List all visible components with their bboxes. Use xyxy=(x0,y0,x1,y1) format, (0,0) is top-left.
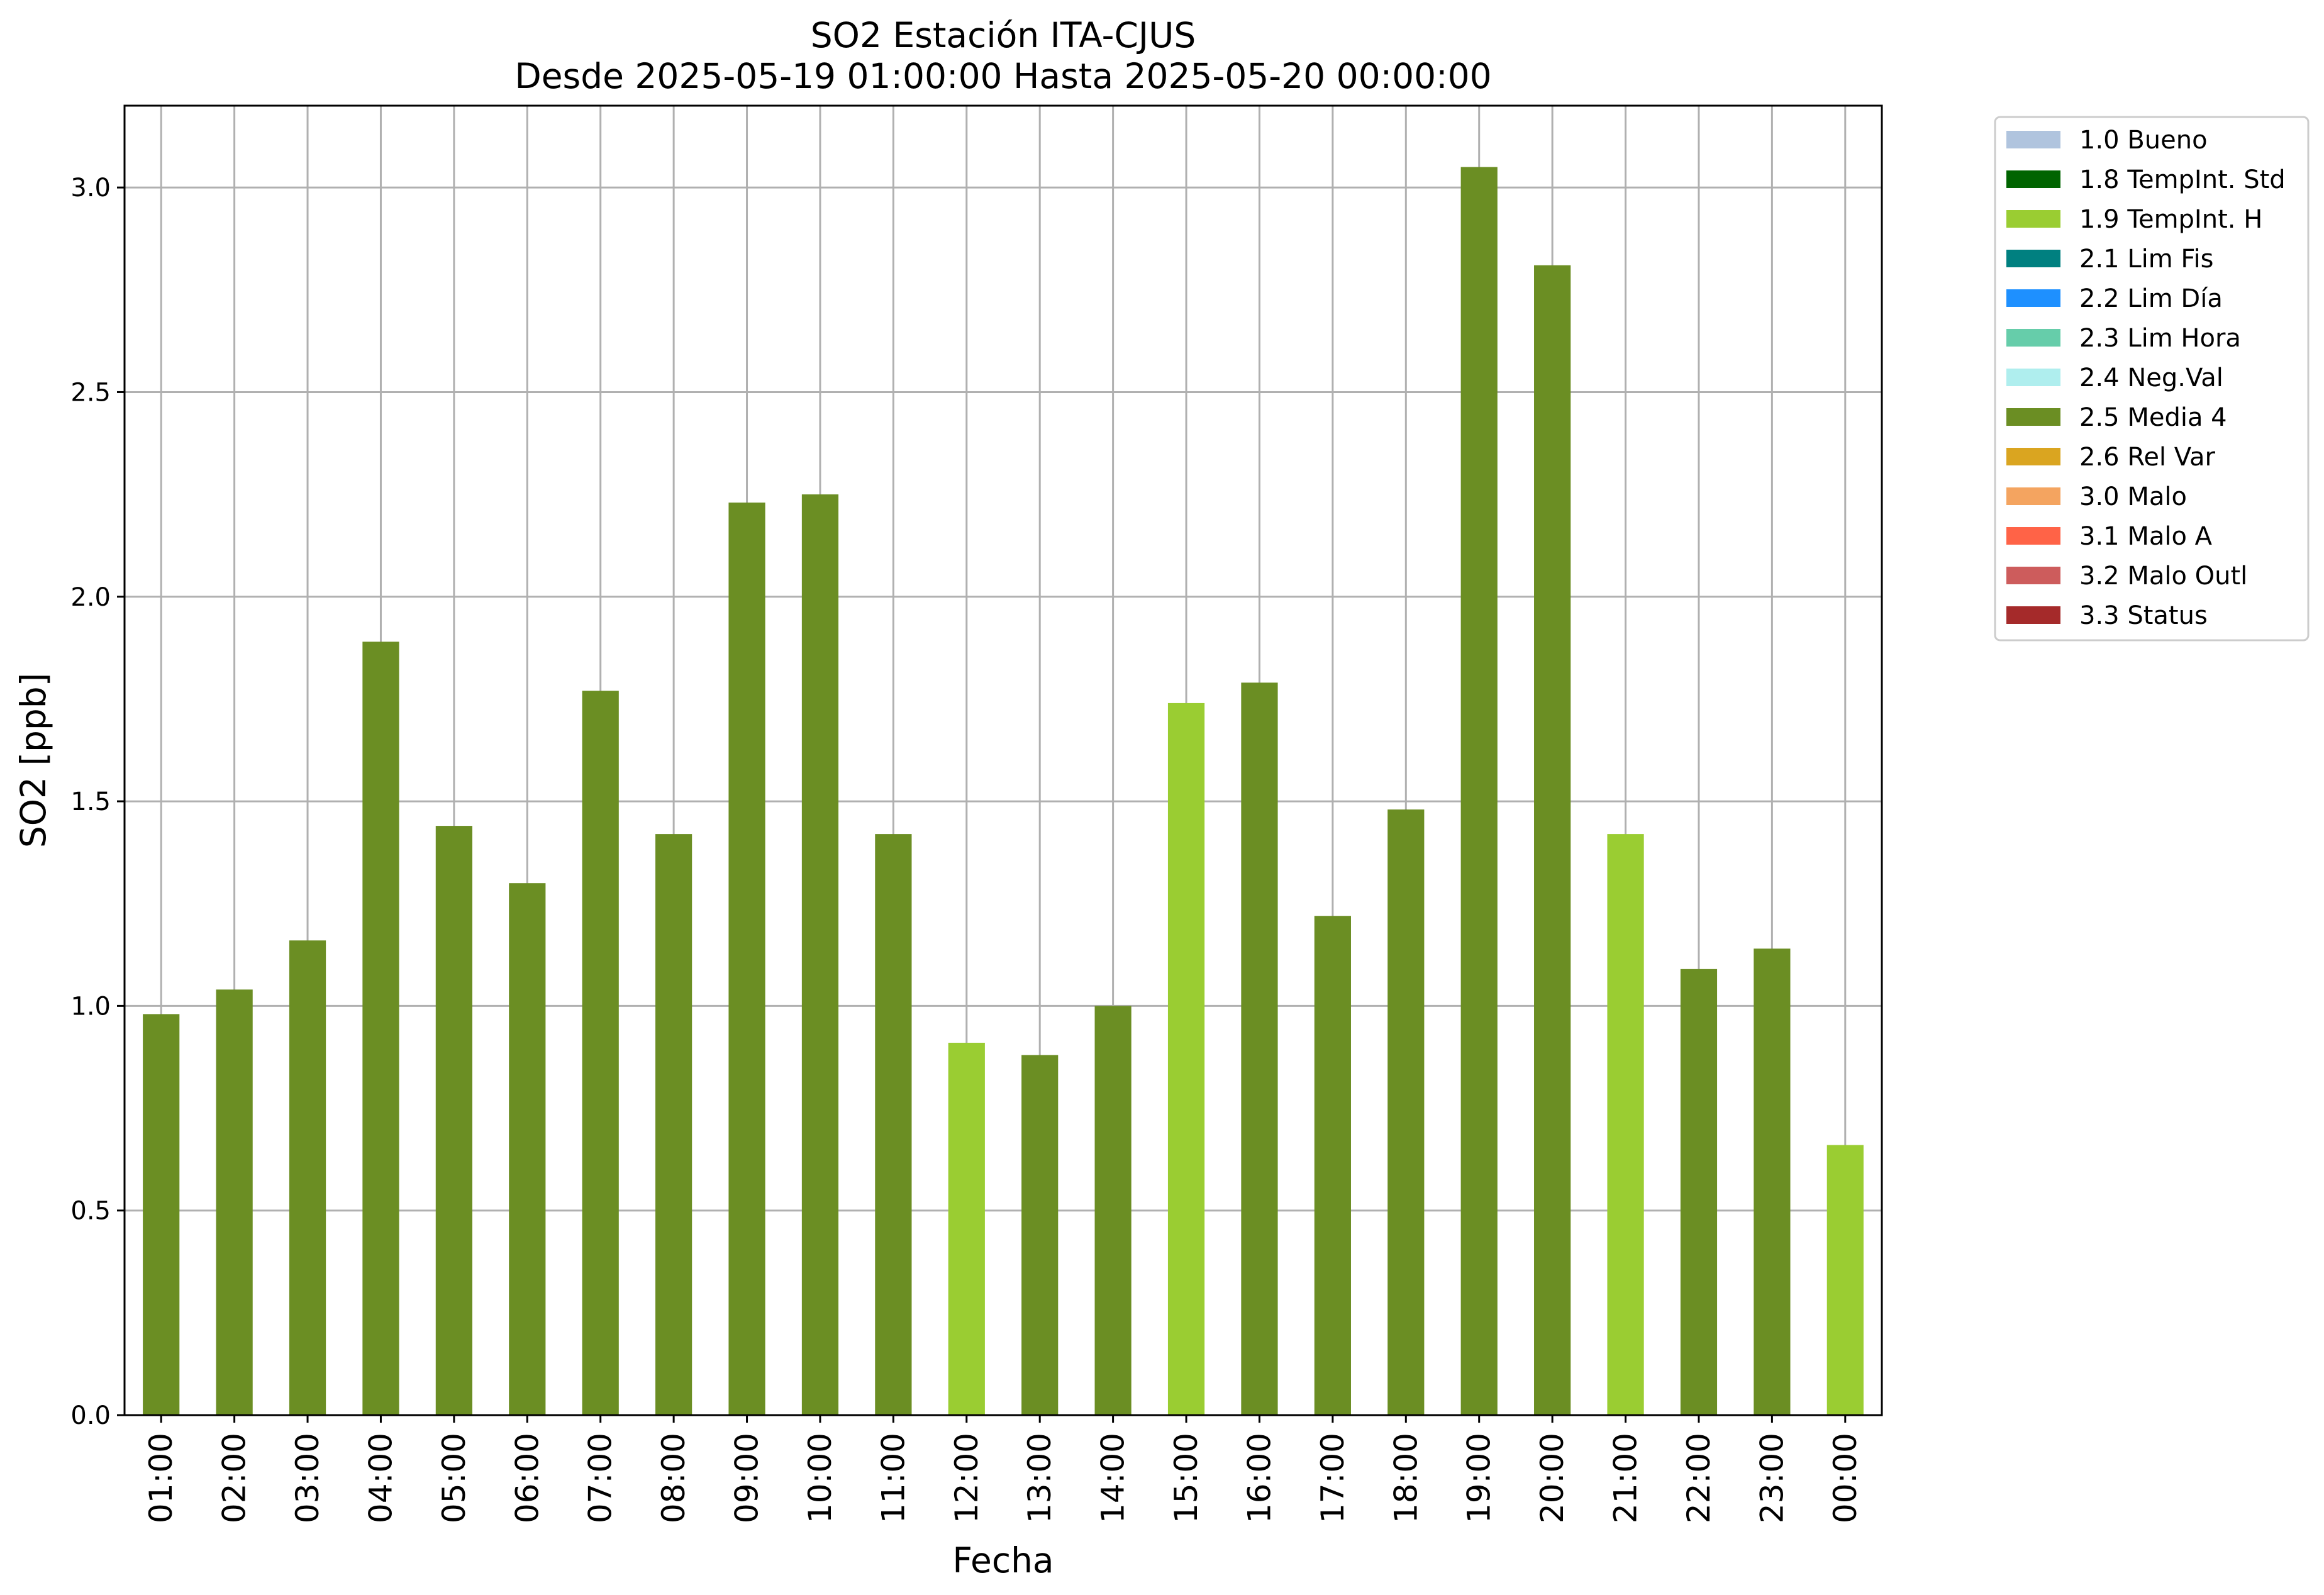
x-tick-label: 09:00 xyxy=(729,1433,765,1523)
x-axis-label: Fecha xyxy=(952,1540,1054,1581)
legend-swatch xyxy=(2006,131,2060,148)
legend-label: 2.6 Rel Var xyxy=(2079,443,2216,472)
x-tick-label: 02:00 xyxy=(216,1433,253,1523)
bar xyxy=(289,940,326,1415)
bar xyxy=(1607,834,1644,1415)
bar xyxy=(875,834,912,1415)
legend-label: 3.0 Malo xyxy=(2079,482,2187,511)
x-tick-label: 00:00 xyxy=(1827,1433,1864,1523)
legend-label: 3.3 Status xyxy=(2079,601,2208,630)
legend-label: 1.8 TempInt. Std xyxy=(2079,165,2286,194)
bar xyxy=(1387,809,1425,1415)
bar xyxy=(1314,916,1351,1415)
bar xyxy=(728,503,765,1416)
x-tick-label: 08:00 xyxy=(655,1433,692,1523)
bar xyxy=(582,691,619,1415)
legend-swatch xyxy=(2006,369,2060,386)
legend-label: 2.2 Lim Día xyxy=(2079,284,2223,313)
bar xyxy=(1241,682,1278,1415)
bar xyxy=(1460,167,1498,1415)
x-tick-label: 15:00 xyxy=(1168,1433,1204,1523)
legend-label: 2.4 Neg.Val xyxy=(2079,364,2223,392)
x-tick-label: 14:00 xyxy=(1095,1433,1131,1523)
legend-swatch xyxy=(2006,170,2060,188)
bar xyxy=(362,642,399,1415)
x-tick-label: 07:00 xyxy=(582,1433,619,1523)
bar xyxy=(1167,703,1205,1415)
bar xyxy=(655,834,692,1415)
x-tick-label: 20:00 xyxy=(1534,1433,1571,1523)
x-tick-label: 21:00 xyxy=(1608,1433,1644,1523)
legend-swatch xyxy=(2006,606,2060,624)
x-tick-label: 16:00 xyxy=(1241,1433,1277,1523)
y-tick-label: 0.5 xyxy=(70,1197,111,1226)
y-tick-label: 0.0 xyxy=(70,1401,111,1430)
x-tick-label: 17:00 xyxy=(1315,1433,1351,1523)
legend-swatch xyxy=(2006,487,2060,505)
legend-swatch xyxy=(2006,408,2060,426)
legend-swatch xyxy=(2006,527,2060,545)
bar xyxy=(1826,1145,1864,1415)
x-tick-label: 03:00 xyxy=(289,1433,326,1523)
bar xyxy=(1021,1055,1059,1415)
plot-frame xyxy=(123,104,1883,1416)
y-tick-label: 2.0 xyxy=(70,583,111,612)
x-tick-label: 12:00 xyxy=(948,1433,985,1523)
legend-label: 3.1 Malo A xyxy=(2079,522,2213,551)
y-tick-label: 3.0 xyxy=(70,174,111,203)
x-tick-label: 10:00 xyxy=(802,1433,838,1523)
legend-label: 2.5 Media 4 xyxy=(2079,403,2227,432)
legend-swatch xyxy=(2006,210,2060,228)
bar xyxy=(435,826,472,1415)
x-tick-label: 22:00 xyxy=(1681,1433,1717,1523)
y-tick-label: 1.0 xyxy=(70,992,111,1021)
bar xyxy=(948,1042,985,1415)
legend-label: 2.3 Lim Hora xyxy=(2079,324,2241,353)
x-tick-label: 05:00 xyxy=(436,1433,472,1523)
bar xyxy=(801,494,839,1415)
bar xyxy=(509,883,546,1415)
legend-label: 1.9 TempInt. H xyxy=(2079,205,2262,234)
legend-label: 1.0 Bueno xyxy=(2079,126,2208,155)
bar xyxy=(143,1014,180,1415)
y-tick-label: 1.5 xyxy=(70,787,111,816)
x-tick-label: 23:00 xyxy=(1754,1433,1790,1523)
legend-swatch xyxy=(2006,567,2060,584)
bar xyxy=(1754,948,1791,1415)
legend-swatch xyxy=(2006,289,2060,307)
bar xyxy=(216,989,253,1415)
bar xyxy=(1680,969,1718,1415)
legend-swatch xyxy=(2006,329,2060,347)
legend-swatch xyxy=(2006,448,2060,465)
bars xyxy=(143,167,1864,1416)
chart-subtitle: Desde 2025-05-19 01:00:00 Hasta 2025-05-… xyxy=(514,56,1491,96)
x-tick-label: 06:00 xyxy=(509,1433,545,1523)
x-axis-ticks: 01:00 02:00 03:00 04:00 05:00 06:00 07:00 08:00… xyxy=(143,1415,1864,1523)
chart-title: SO2 Estación ITA-CJUS xyxy=(811,15,1196,55)
legend-label: 2.1 Lim Fis xyxy=(2079,245,2213,274)
y-tick-label: 2.5 xyxy=(70,378,111,407)
y-axis-label: SO2 [ppb] xyxy=(13,673,53,848)
legend-frame xyxy=(1994,116,2310,642)
legend-label: 3.2 Malo Outl xyxy=(2079,562,2247,591)
y-axis-ticks: 0.0 0.5 1.0 1.5 2.0 2.5 3.0 xyxy=(70,174,125,1430)
x-tick-label: 11:00 xyxy=(875,1433,911,1523)
x-tick-label: 04:00 xyxy=(362,1433,399,1523)
x-tick-label: 13:00 xyxy=(1021,1433,1058,1523)
legend-entries: 1.0 Bueno 1.8 TempInt. Std 1.9 TempInt. H 2… xyxy=(2006,126,2286,630)
bar xyxy=(1534,265,1571,1415)
x-tick-label: 18:00 xyxy=(1387,1433,1424,1523)
legend: 1.0 Bueno 1.8 TempInt. Std 1.9 TempInt. H 2… xyxy=(1994,116,2310,642)
x-tick-label: 01:00 xyxy=(143,1433,179,1523)
x-tick-label: 19:00 xyxy=(1461,1433,1498,1523)
bar xyxy=(1094,1006,1131,1415)
legend-swatch xyxy=(2006,250,2060,267)
